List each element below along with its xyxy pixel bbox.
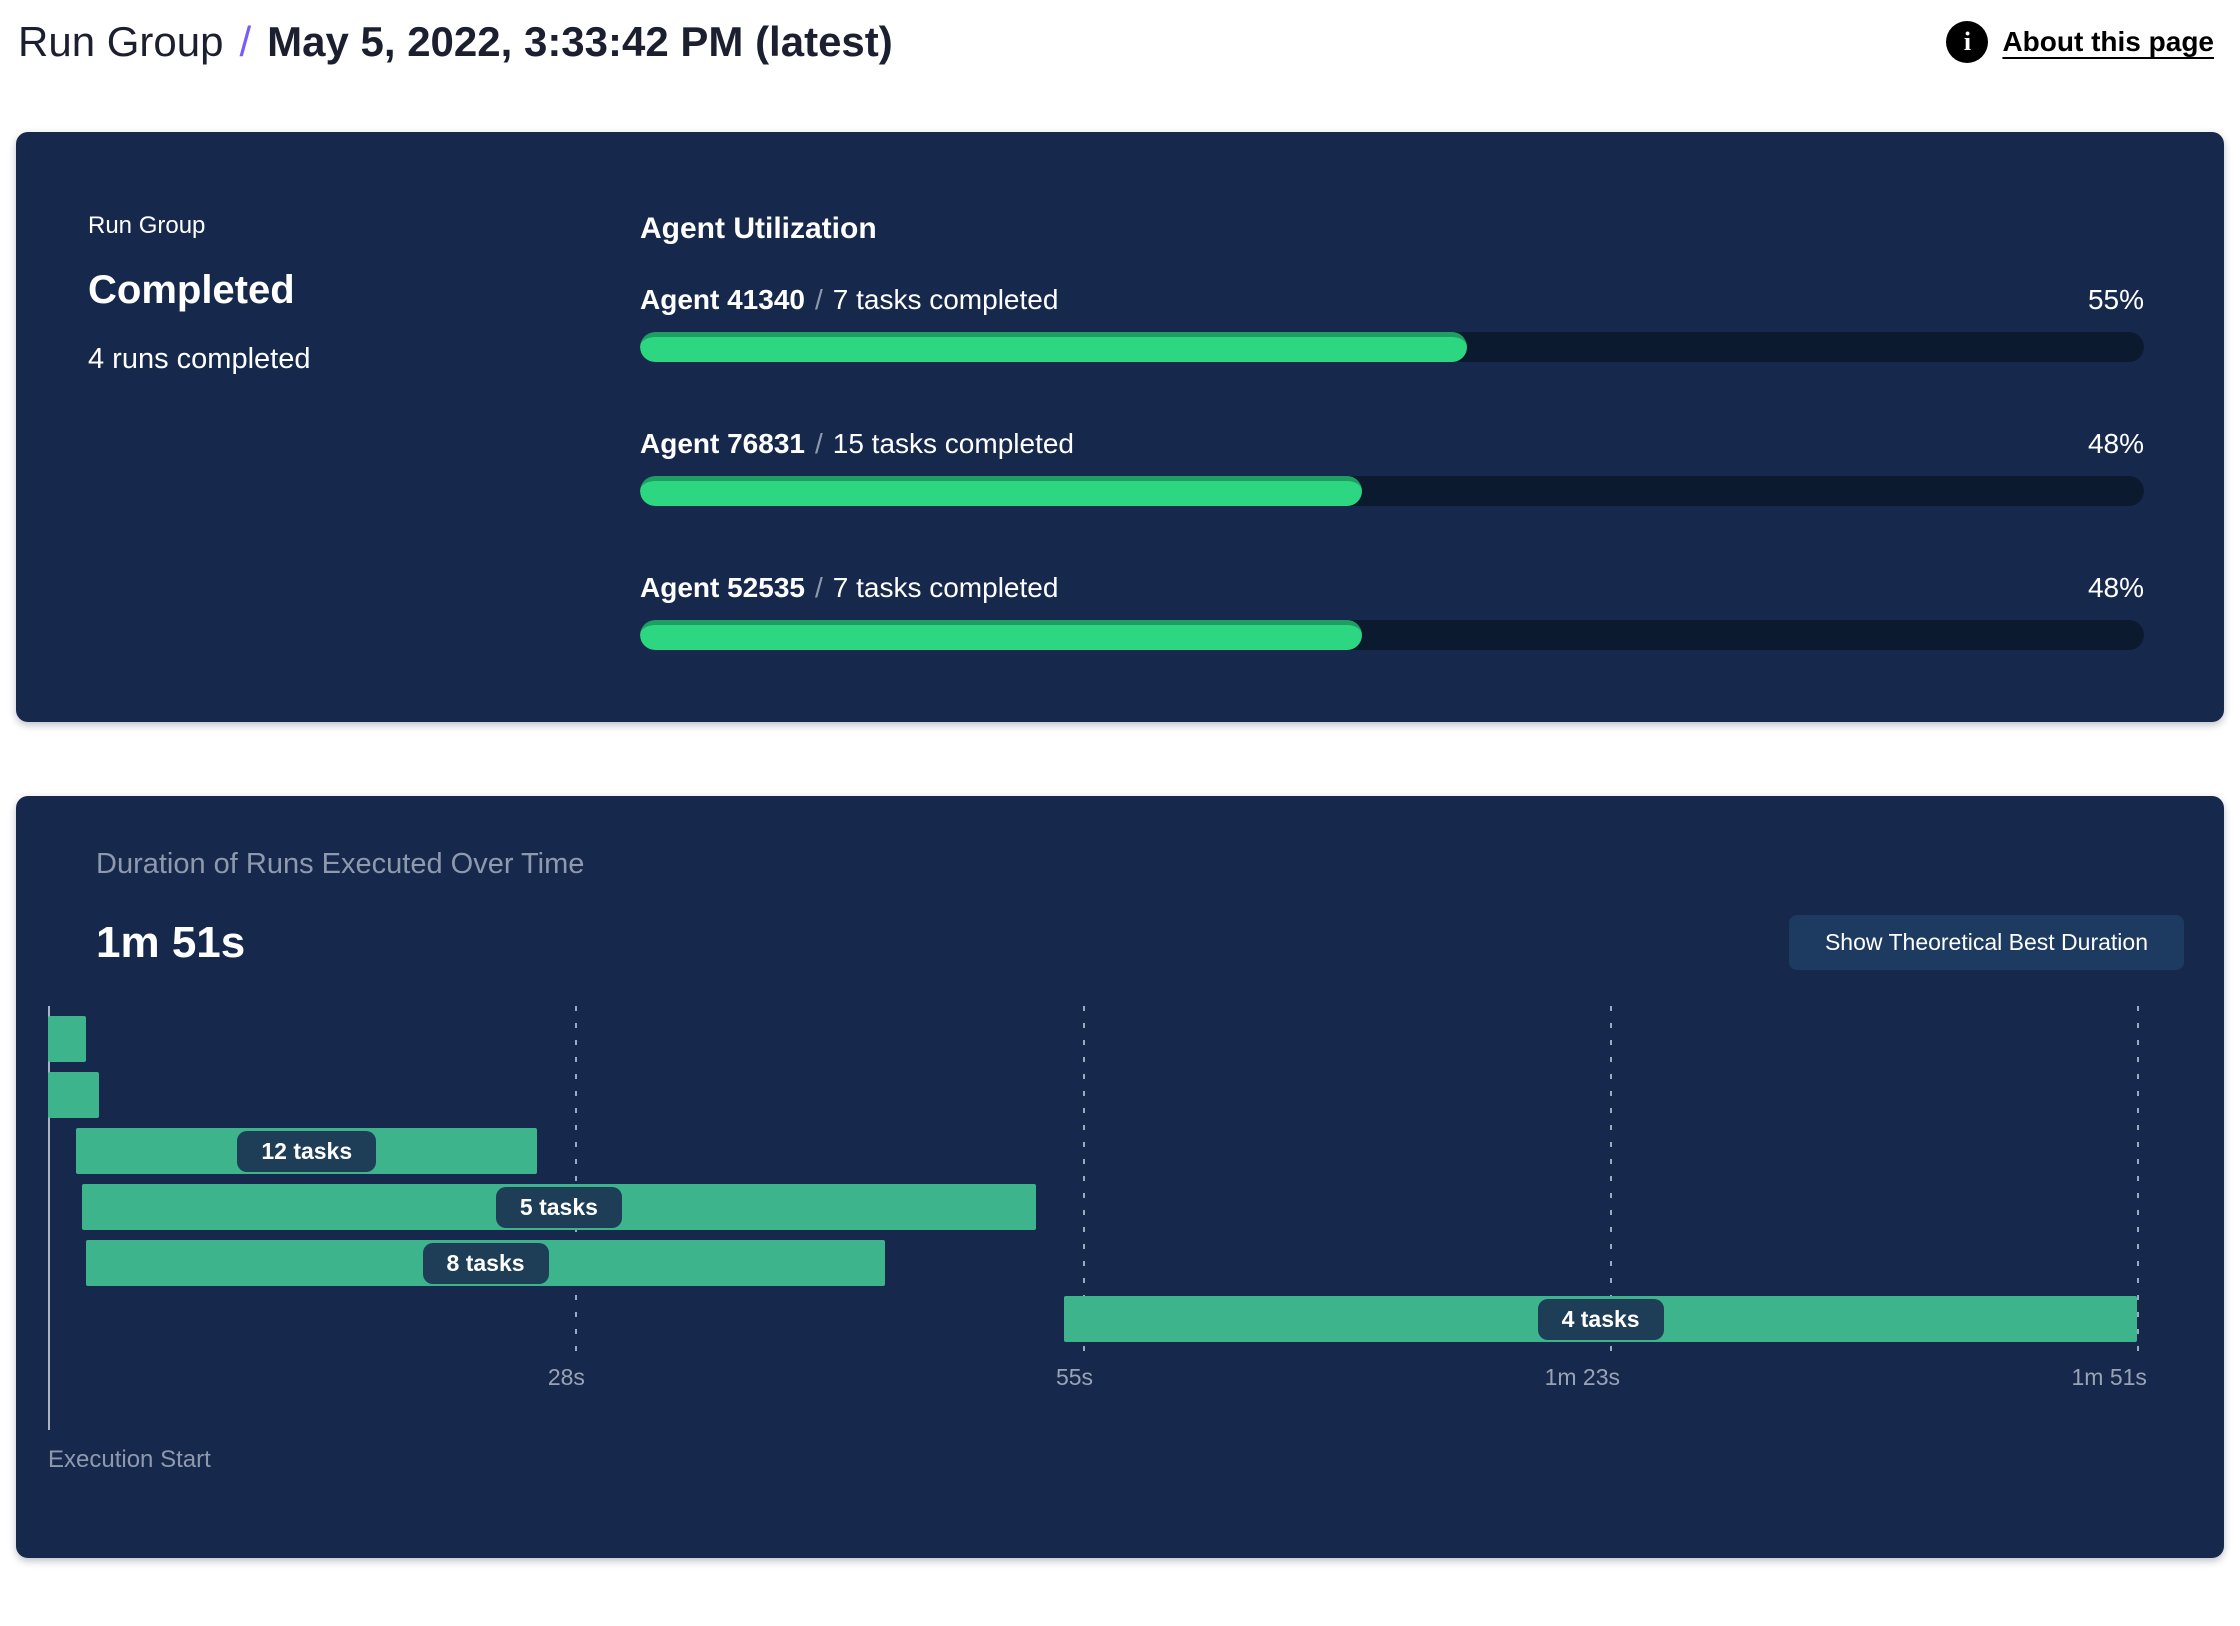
breadcrumb-root[interactable]: Run Group [18,18,224,65]
task-count-pill: 4 tasks [1537,1298,1664,1340]
task-count-pill: 5 tasks [495,1186,622,1228]
gantt-run-bar[interactable]: 12 tasks [76,1128,538,1174]
utilization-progress-fill [640,476,1362,506]
breadcrumb-separator: / [239,18,252,65]
gridline [1083,1006,1086,1354]
axis-tick-label: 28s [547,1364,585,1390]
run-group-summary-card: Run Group Completed 4 runs completed Age… [16,132,2224,722]
agent-utilization-percent: 55% [2087,284,2144,315]
agent-separator: / [814,284,823,315]
gantt-run-bar[interactable]: 4 tasks [1064,1296,2137,1342]
agent-utilization-section: Agent Utilization Agent 41340 / 7 tasks … [640,212,2144,650]
agent-utilization-percent: 48% [2087,428,2144,459]
utilization-progress-track [640,620,2144,650]
utilization-progress-fill [640,332,1468,362]
gantt-run-bar[interactable]: 8 tasks [85,1240,886,1286]
agent-tasks-completed: 15 tasks completed [832,428,1074,459]
gridline [574,1006,577,1354]
agent-name: Agent 52535 [640,572,805,603]
gantt-run-bar[interactable] [48,1016,86,1062]
run-group-label: Run Group [88,212,206,239]
page-header: Run Group / May 5, 2022, 3:33:42 PM (lat… [0,0,2240,66]
page-title: May 5, 2022, 3:33:42 PM (latest) [267,18,893,65]
about-this-page-link[interactable]: i About this page [1946,21,2214,63]
run-status-column: Run Group Completed 4 runs completed [88,212,640,650]
utilization-progress-track [640,476,2144,506]
about-link-label: About this page [2002,26,2214,57]
utilization-progress-track [640,332,2144,362]
runs-completed-count: 4 runs completed [88,343,311,375]
task-count-pill: 8 tasks [422,1242,549,1284]
execution-start-axis-line [48,1006,50,1430]
agent-separator: / [814,572,823,603]
agent-row: Agent 52535 / 7 tasks completed 48% [640,572,2144,650]
gridline [2136,1006,2139,1354]
duration-chart-card: Duration of Runs Executed Over Time 1m 5… [16,796,2224,1558]
agent-tasks-completed: 7 tasks completed [832,284,1059,315]
run-status: Completed [88,268,295,312]
total-duration: 1m 51s [96,917,246,967]
agent-utilization-heading: Agent Utilization [640,212,877,245]
agent-name: Agent 76831 [640,428,805,459]
execution-start-label: Execution Start [48,1446,211,1473]
breadcrumb: Run Group / May 5, 2022, 3:33:42 PM (lat… [18,18,893,66]
agent-row: Agent 76831 / 15 tasks completed 48% [640,428,2144,506]
axis-tick-label: 1m 23s [1544,1364,1620,1390]
agent-separator: / [814,428,823,459]
utilization-progress-fill [640,620,1362,650]
info-icon: i [1946,21,1989,63]
gridline [1610,1006,1612,1354]
gantt-run-bar[interactable] [48,1072,99,1118]
agent-tasks-completed: 7 tasks completed [832,572,1059,603]
agent-name: Agent 41340 [640,284,805,315]
show-theoretical-best-duration-button[interactable]: Show Theoretical Best Duration [1788,915,2184,970]
gantt-plot: Execution Start 28s 55s 1m 23s 1m 51s 12 tas… [48,1006,2184,1484]
agent-utilization-percent: 48% [2087,572,2144,603]
agent-row: Agent 41340 / 7 tasks completed 55% [640,284,2144,362]
task-count-pill: 12 tasks [237,1130,377,1172]
axis-tick-label: 1m 51s [2071,1364,2147,1390]
axis-tick-label: 55s [1055,1364,1094,1390]
gantt-run-bar[interactable]: 5 tasks [81,1184,1036,1230]
duration-chart-title: Duration of Runs Executed Over Time [96,848,585,880]
